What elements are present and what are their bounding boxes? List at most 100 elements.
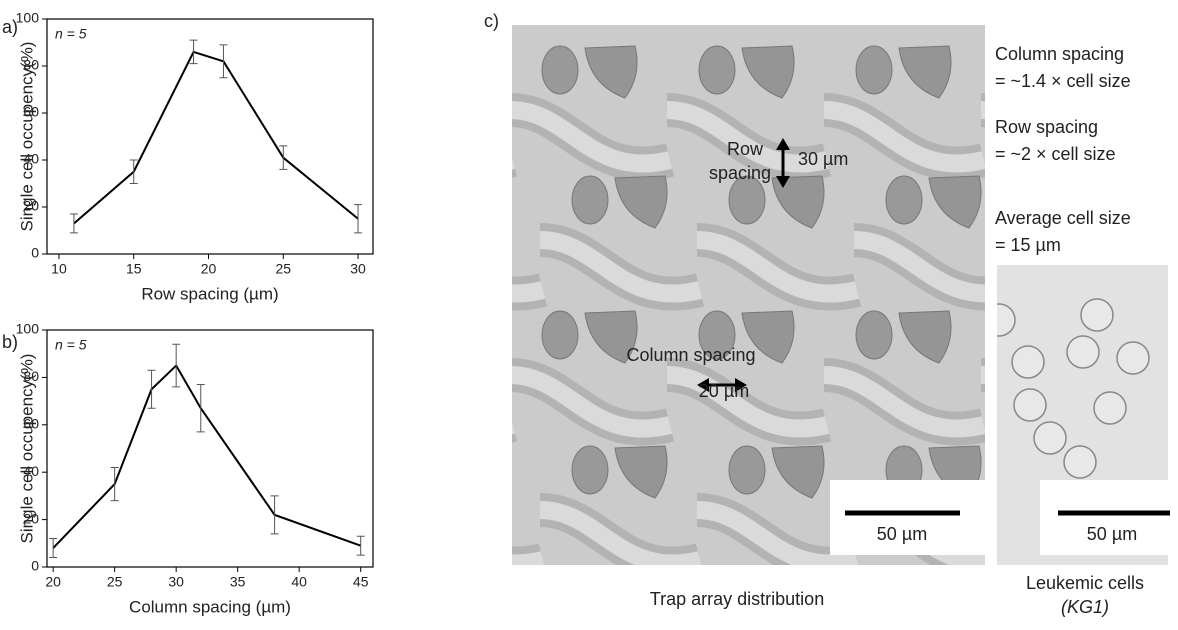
x-tick-label: 45 xyxy=(353,574,369,590)
y-tick-label: 20 xyxy=(23,510,39,526)
y-tick-label: 20 xyxy=(23,198,39,214)
error-bar xyxy=(147,369,156,409)
annotation: n = 5 xyxy=(55,337,87,353)
trap xyxy=(741,310,795,364)
trap-post xyxy=(385,311,421,359)
trap-post xyxy=(571,445,609,495)
y-tick-label: 80 xyxy=(23,57,39,73)
cell xyxy=(1013,388,1047,422)
trap-post xyxy=(541,45,579,95)
x-tick-label: 20 xyxy=(45,574,61,590)
error-bar xyxy=(354,204,363,234)
note: = ~2 × cell size xyxy=(995,144,1116,164)
scale-label: 50 µm xyxy=(877,524,927,544)
scale-box xyxy=(1040,480,1168,555)
cell xyxy=(1011,345,1045,379)
trap xyxy=(614,175,668,229)
channel xyxy=(539,501,702,565)
channel xyxy=(512,281,546,303)
trap xyxy=(458,446,510,498)
trap-post xyxy=(698,310,736,360)
trap-post xyxy=(728,175,766,225)
x-tick-label: 30 xyxy=(168,574,184,590)
plot-frame xyxy=(46,329,374,568)
column-arrow xyxy=(697,378,747,392)
x-axis-label: Column spacing (µm) xyxy=(129,597,291,616)
cell xyxy=(1116,341,1150,375)
trap-post xyxy=(415,176,451,224)
error-bar xyxy=(110,466,119,502)
panel-label: c) xyxy=(484,11,499,31)
error-bar xyxy=(189,39,198,65)
cell xyxy=(1066,335,1100,369)
channel xyxy=(512,551,545,565)
channel xyxy=(539,231,703,303)
trap xyxy=(771,175,825,229)
note: = 15 µm xyxy=(995,235,1061,255)
y-tick-label: 40 xyxy=(23,463,39,479)
trap-post xyxy=(885,175,923,225)
trap-post xyxy=(855,45,893,95)
column-value: 20 µm xyxy=(699,381,749,401)
x-tick-label: 25 xyxy=(107,574,123,590)
y-tick-label: 100 xyxy=(16,321,40,337)
trap xyxy=(928,175,982,229)
y-tick-label: 100 xyxy=(16,10,40,26)
error-bar xyxy=(356,535,365,556)
plot-frame xyxy=(46,18,374,255)
trap-post xyxy=(571,175,609,225)
channel xyxy=(823,366,985,438)
x-tick-label: 20 xyxy=(201,261,217,277)
note: Row spacing xyxy=(995,117,1098,137)
channel xyxy=(696,231,860,303)
trap xyxy=(458,176,510,228)
error-bar xyxy=(129,159,138,184)
error-bar xyxy=(49,538,58,559)
row-label: spacing xyxy=(709,163,771,183)
cell-pattern xyxy=(997,298,1150,479)
x-tick-label: 30 xyxy=(350,261,366,277)
data-line xyxy=(52,363,362,549)
cell xyxy=(997,303,1016,337)
trap xyxy=(771,445,825,499)
scale-label: 50 µm xyxy=(1087,524,1137,544)
channel xyxy=(666,101,830,173)
trap-post xyxy=(728,445,766,495)
x-tick-label: 40 xyxy=(291,574,307,590)
error-bar xyxy=(172,343,181,388)
cell xyxy=(1080,298,1114,332)
channel xyxy=(512,366,673,438)
channel xyxy=(823,101,985,173)
trap-post xyxy=(385,46,421,94)
panel-label: b) xyxy=(2,332,18,352)
error-bar xyxy=(219,44,228,79)
y-tick-label: 80 xyxy=(23,368,39,384)
cell xyxy=(1063,445,1097,479)
y-tick-label: 60 xyxy=(23,416,39,432)
y-tick-label: 60 xyxy=(23,104,39,120)
trap xyxy=(428,46,480,98)
note: Average cell size xyxy=(995,208,1131,228)
trap xyxy=(614,445,668,499)
channel xyxy=(853,231,985,303)
scale-box xyxy=(830,480,985,555)
trap xyxy=(584,45,638,99)
row-value: 30 µm xyxy=(798,149,848,169)
trap-pattern xyxy=(385,45,985,565)
row-arrow xyxy=(776,138,790,188)
channel xyxy=(512,101,673,173)
error-bar xyxy=(69,213,78,234)
caption: Trap array distribution xyxy=(650,589,824,609)
y-tick-label: 40 xyxy=(23,151,39,167)
channel xyxy=(512,420,516,435)
x-tick-label: 25 xyxy=(275,261,291,277)
note: Column spacing xyxy=(995,44,1124,64)
cell xyxy=(1033,421,1067,455)
trap xyxy=(428,311,480,363)
row-label: Row xyxy=(727,139,764,159)
x-axis-label: Row spacing (µm) xyxy=(141,284,278,303)
error-bar xyxy=(270,495,279,535)
channel xyxy=(512,155,518,178)
